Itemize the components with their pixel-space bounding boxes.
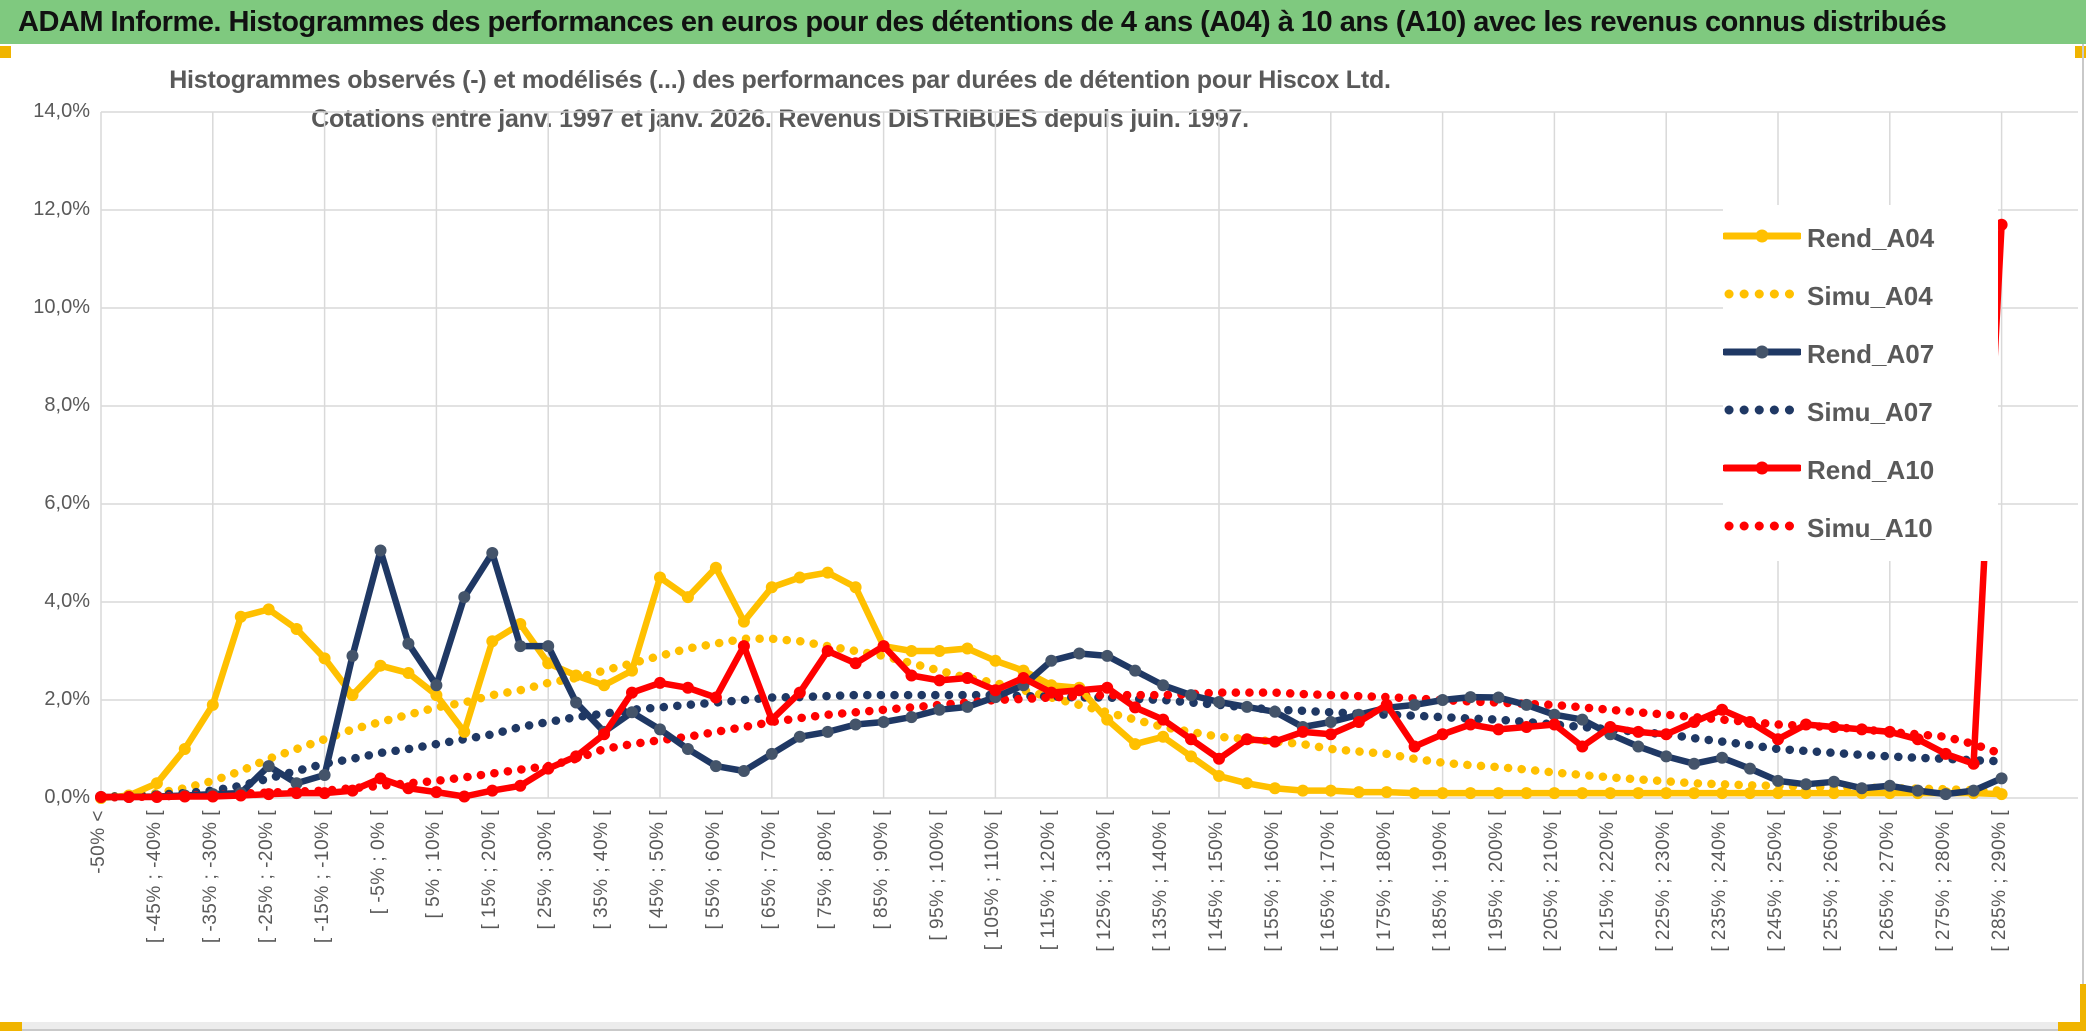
legend-dotted-line-sample xyxy=(1723,516,1801,541)
x-tick-label: [ 175% ; 180% [ xyxy=(1374,810,1395,952)
y-tick-label: 2,0% xyxy=(44,688,90,710)
x-tick-label: [ -15% ; -10% [ xyxy=(312,810,333,944)
x-tick-label: [ 145% ; 150% [ xyxy=(1206,810,1227,952)
y-tick-label: 12,0% xyxy=(33,198,90,220)
legend-solid-line-sample xyxy=(1721,226,1803,251)
x-tick-label: [ -5% ; 0% [ xyxy=(368,810,389,915)
legend-item-Rend_A07: Rend_A07 xyxy=(1721,325,1998,383)
x-tick-label: [ 135% ; 140% [ xyxy=(1150,810,1171,952)
x-tick-label: [ 165% ; 170% [ xyxy=(1318,810,1339,952)
x-tick-label: [ 55% ; 60% [ xyxy=(703,810,724,930)
legend-item-Simu_A10: Simu_A10 xyxy=(1723,499,1998,557)
x-tick-label: [ 85% ; 90% [ xyxy=(871,810,892,930)
y-tick-label: 4,0% xyxy=(44,590,90,612)
chart-title-line1: Histogrammes observés (-) et modélisés (… xyxy=(169,66,1391,94)
y-tick-label: 14,0% xyxy=(33,100,90,122)
legend-dotted-line-sample xyxy=(1723,400,1801,425)
chart-title-line2: Cotations entre janv. 1997 et janv. 2026… xyxy=(311,105,1249,133)
x-tick-label: [ 285% ; 290% [ xyxy=(1989,810,2010,952)
x-tick-label: [ 185% ; 190% [ xyxy=(1430,810,1451,952)
x-tick-label: [ 45% ; 50% [ xyxy=(647,810,668,930)
x-tick-label: -50% < xyxy=(88,810,109,874)
x-tick-label: [ 275% ; 280% [ xyxy=(1933,810,1954,952)
y-tick-label: 6,0% xyxy=(44,492,90,514)
y-tick-label: 0,0% xyxy=(44,786,90,808)
x-tick-label: [ -25% ; -20% [ xyxy=(256,810,277,944)
x-tick-label: [ 115% ; 120% [ xyxy=(1038,810,1059,951)
x-tick-label: [ -45% ; -40% [ xyxy=(144,810,165,944)
x-tick-label: [ 5% ; 10% [ xyxy=(423,810,444,919)
bottom-scrollbar-strip xyxy=(0,1022,2086,1031)
x-tick-label: [ 255% ; 260% [ xyxy=(1821,810,1842,952)
chart-legend: Rend_A04 Simu_A04 Rend_A07 Simu_A07 Rend… xyxy=(1721,205,1998,561)
x-tick-label: [ 235% ; 240% [ xyxy=(1709,810,1730,952)
x-tick-label: [ 25% ; 30% [ xyxy=(535,810,556,930)
x-tick-label: [ 155% ; 160% [ xyxy=(1262,810,1283,952)
window-right-border xyxy=(2082,44,2084,1022)
y-tick-label: 8,0% xyxy=(44,394,90,416)
x-tick-label: [ 35% ; 40% [ xyxy=(591,810,612,930)
title-bar: ADAM Informe. Histogrammes des performan… xyxy=(0,0,2086,44)
x-tick-label: [ 75% ; 80% [ xyxy=(815,810,836,930)
legend-solid-line-sample xyxy=(1721,342,1803,367)
y-tick-label: 10,0% xyxy=(33,296,90,318)
corner-accent-bottom-right xyxy=(2058,1022,2086,1031)
legend-item-Simu_A07: Simu_A07 xyxy=(1723,383,1998,441)
legend-item-Rend_A10: Rend_A10 xyxy=(1721,441,1998,499)
x-tick-label: [ 95% ; 100% [ xyxy=(927,810,948,941)
x-tick-label: [ 125% ; 130% [ xyxy=(1094,810,1115,952)
x-tick-label: [ 105% ; 110% [ xyxy=(982,810,1003,951)
legend-label: Simu_A04 xyxy=(1807,280,1933,311)
corner-accent-top-right xyxy=(2075,46,2086,58)
right-edge-accent xyxy=(2080,984,2086,1022)
legend-item-Rend_A04: Rend_A04 xyxy=(1721,209,1998,267)
x-tick-label: [ 65% ; 70% [ xyxy=(759,810,780,930)
legend-label: Simu_A07 xyxy=(1807,396,1933,427)
legend-solid-line-sample xyxy=(1721,458,1803,483)
x-tick-label: [ 225% ; 230% [ xyxy=(1653,810,1674,952)
legend-item-Simu_A04: Simu_A04 xyxy=(1723,267,1998,325)
legend-label: Simu_A10 xyxy=(1807,512,1933,543)
x-tick-label: [ 205% ; 210% [ xyxy=(1541,810,1562,952)
legend-dotted-line-sample xyxy=(1723,284,1801,309)
legend-label: Rend_A04 xyxy=(1807,222,1935,253)
x-tick-label: [ 265% ; 270% [ xyxy=(1877,810,1898,952)
legend-label: Rend_A07 xyxy=(1807,338,1935,369)
x-tick-label: [ 245% ; 250% [ xyxy=(1765,810,1786,952)
corner-accent-bottom-left xyxy=(0,1022,22,1031)
legend-label: Rend_A10 xyxy=(1807,454,1935,485)
corner-accent-top-left xyxy=(0,46,11,58)
x-tick-label: [ 215% ; 220% [ xyxy=(1597,810,1618,952)
x-tick-label: [ 195% ; 200% [ xyxy=(1486,810,1507,952)
x-tick-label: [ -35% ; -30% [ xyxy=(200,810,221,944)
page-title: ADAM Informe. Histogrammes des performan… xyxy=(18,6,1947,38)
x-tick-label: [ 15% ; 20% [ xyxy=(479,810,500,930)
